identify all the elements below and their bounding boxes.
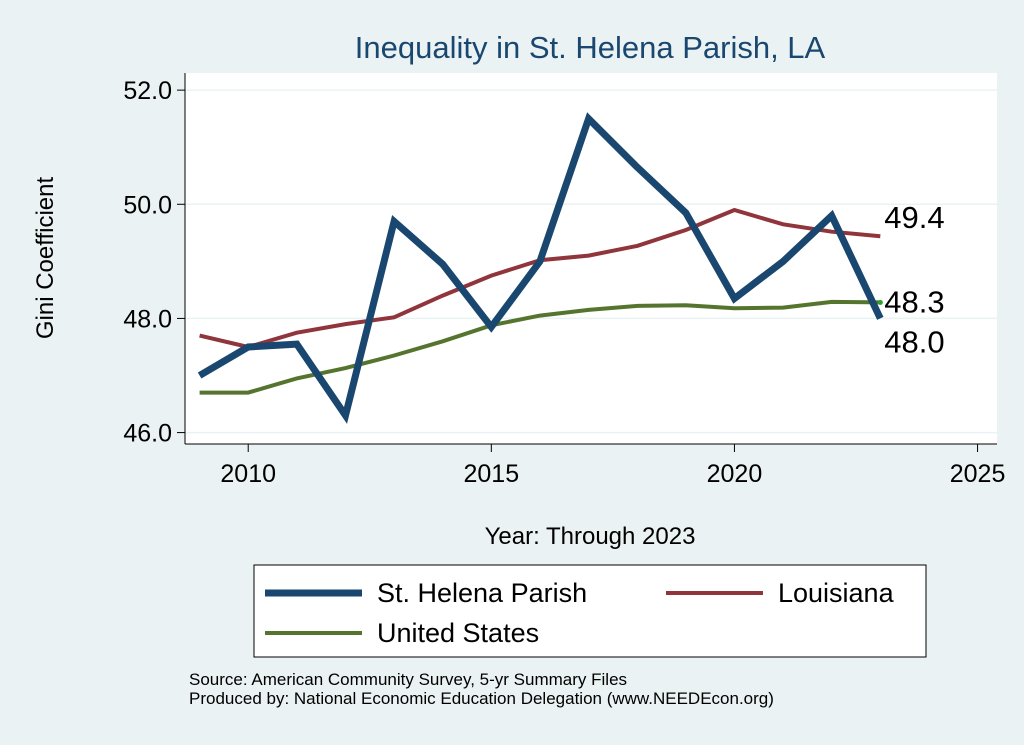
axes: 46.0 48.0 50.0 52.0 2010 2015 2020 2025: [123, 73, 1005, 488]
source-line: Source: American Community Survey, 5-yr …: [189, 670, 628, 689]
chart-title: Inequality in St. Helena Parish, LA: [355, 30, 826, 65]
x-tick-label: 2010: [220, 460, 276, 488]
y-tick-label: 46.0: [123, 420, 172, 448]
series-lines: [197, 112, 884, 424]
end-label-united-states: 48.3: [884, 284, 944, 319]
legend: St. Helena Parish Louisiana United States: [265, 578, 895, 648]
grid-lines: [185, 89, 997, 434]
x-tick-label: 2025: [950, 460, 1006, 488]
x-tick-label: 2015: [464, 460, 520, 488]
plot-area: [185, 73, 997, 444]
x-axis-label: Year: Through 2023: [485, 523, 696, 550]
y-axis-label: Gini Coefficient: [32, 177, 59, 340]
y-tick-label: 48.0: [123, 305, 172, 333]
end-labels: 48.0 49.4 48.3: [884, 200, 944, 359]
end-label-louisiana: 49.4: [884, 200, 944, 235]
producer-line: Produced by: National Economic Education…: [189, 689, 774, 708]
x-tick-label: 2020: [707, 460, 763, 488]
series-endpoint-marker: [877, 299, 883, 305]
end-label-st-helena-parish: 48.0: [884, 324, 944, 359]
y-tick-label: 52.0: [123, 77, 172, 105]
series-line-united-states: [199, 299, 881, 395]
legend-box: [253, 564, 927, 658]
series-line-st-helena-parish: [197, 112, 884, 424]
legend-label: United States: [377, 618, 539, 648]
legend-label: Louisiana: [778, 578, 895, 608]
legend-label: St. Helena Parish: [377, 578, 587, 608]
y-tick-label: 50.0: [123, 191, 172, 219]
source-note: Source: American Community Survey, 5-yr …: [189, 670, 774, 708]
